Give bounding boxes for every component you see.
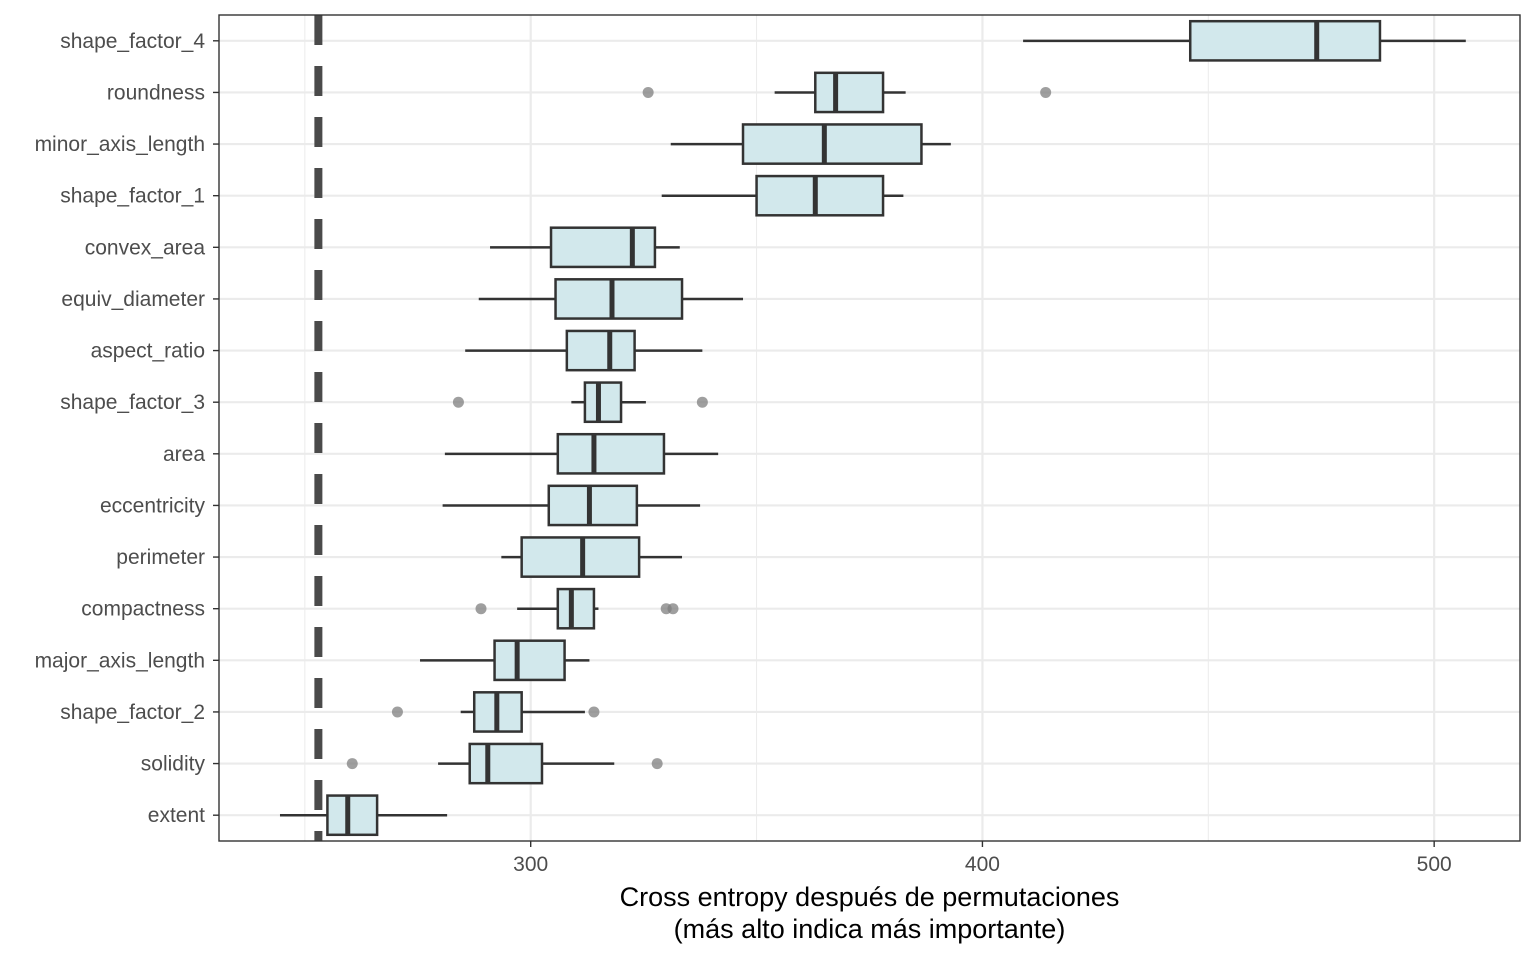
y-tick-label: solidity bbox=[141, 753, 206, 776]
box-convex_area bbox=[490, 226, 680, 269]
panel-border bbox=[218, 14, 1521, 842]
y-tick-label: minor_axis_length bbox=[35, 133, 205, 156]
y-tick-label: roundness bbox=[107, 81, 205, 104]
y-tick-label: eccentricity bbox=[100, 494, 206, 517]
box-iqr bbox=[554, 278, 684, 320]
outlier-point bbox=[475, 603, 487, 615]
x-axis-title-line-2: (más alto indica más importante) bbox=[674, 914, 1066, 944]
y-tick-label: compactness bbox=[81, 598, 205, 621]
box-shape_factor_2 bbox=[391, 691, 600, 733]
outlier-point bbox=[346, 758, 358, 770]
box-shape_factor_1 bbox=[661, 174, 904, 217]
box-shape_factor_4 bbox=[1023, 19, 1466, 62]
box-compactness bbox=[475, 587, 679, 630]
box-extent bbox=[279, 794, 448, 837]
box-iqr bbox=[549, 226, 657, 269]
outlier-point bbox=[452, 396, 464, 408]
box-shape_factor_3 bbox=[452, 381, 708, 424]
box-iqr bbox=[493, 639, 566, 682]
box-roundness bbox=[642, 71, 1052, 114]
y-tick-label: major_axis_length bbox=[35, 649, 205, 672]
box-iqr bbox=[583, 381, 623, 424]
box-area bbox=[444, 432, 719, 475]
box-iqr bbox=[556, 587, 596, 630]
box-iqr bbox=[755, 174, 885, 217]
outlier-point bbox=[391, 706, 403, 718]
box-layer bbox=[279, 19, 1466, 837]
box-iqr bbox=[565, 329, 636, 372]
outlier-point bbox=[1040, 86, 1052, 98]
box-perimeter bbox=[501, 536, 683, 578]
y-tick-label: aspect_ratio bbox=[91, 340, 205, 363]
box-iqr bbox=[556, 432, 666, 475]
box-iqr bbox=[468, 742, 544, 785]
box-iqr bbox=[326, 794, 379, 837]
x-tick-label: 300 bbox=[513, 853, 548, 876]
y-tick-label: perimeter bbox=[116, 546, 205, 569]
y-tick-label: extent bbox=[148, 804, 205, 827]
box-iqr bbox=[1188, 19, 1382, 62]
outlier-point bbox=[651, 758, 663, 770]
axis-layer: shape_factor_4 roundness minor_axis_length… bbox=[35, 30, 1452, 876]
box-equiv_diameter bbox=[478, 278, 744, 320]
x-tick-label: 400 bbox=[965, 853, 1000, 876]
box-minor_axis_length bbox=[670, 123, 951, 165]
x-tick-label: 500 bbox=[1417, 853, 1452, 876]
outlier-point bbox=[667, 603, 679, 615]
box-major_axis_length bbox=[420, 639, 590, 682]
outlier-point bbox=[588, 706, 600, 718]
box-iqr bbox=[547, 484, 639, 527]
box-solidity bbox=[346, 742, 663, 785]
y-tick-label: shape_factor_1 bbox=[60, 185, 205, 208]
y-tick-label: shape_factor_3 bbox=[60, 391, 205, 414]
box-eccentricity bbox=[442, 484, 701, 527]
outlier-point bbox=[642, 86, 654, 98]
y-tick-label: equiv_diameter bbox=[61, 288, 205, 311]
y-tick-label: area bbox=[163, 443, 205, 466]
x-axis-title-line-1: Cross entropy después de permutaciones bbox=[620, 882, 1120, 912]
box-iqr bbox=[741, 123, 923, 165]
y-tick-label: shape_factor_4 bbox=[60, 30, 205, 53]
y-tick-label: shape_factor_2 bbox=[60, 701, 205, 724]
outlier-point bbox=[696, 396, 708, 408]
y-tick-label: convex_area bbox=[85, 236, 206, 259]
box-aspect_ratio bbox=[465, 329, 703, 372]
box-iqr bbox=[814, 71, 885, 114]
